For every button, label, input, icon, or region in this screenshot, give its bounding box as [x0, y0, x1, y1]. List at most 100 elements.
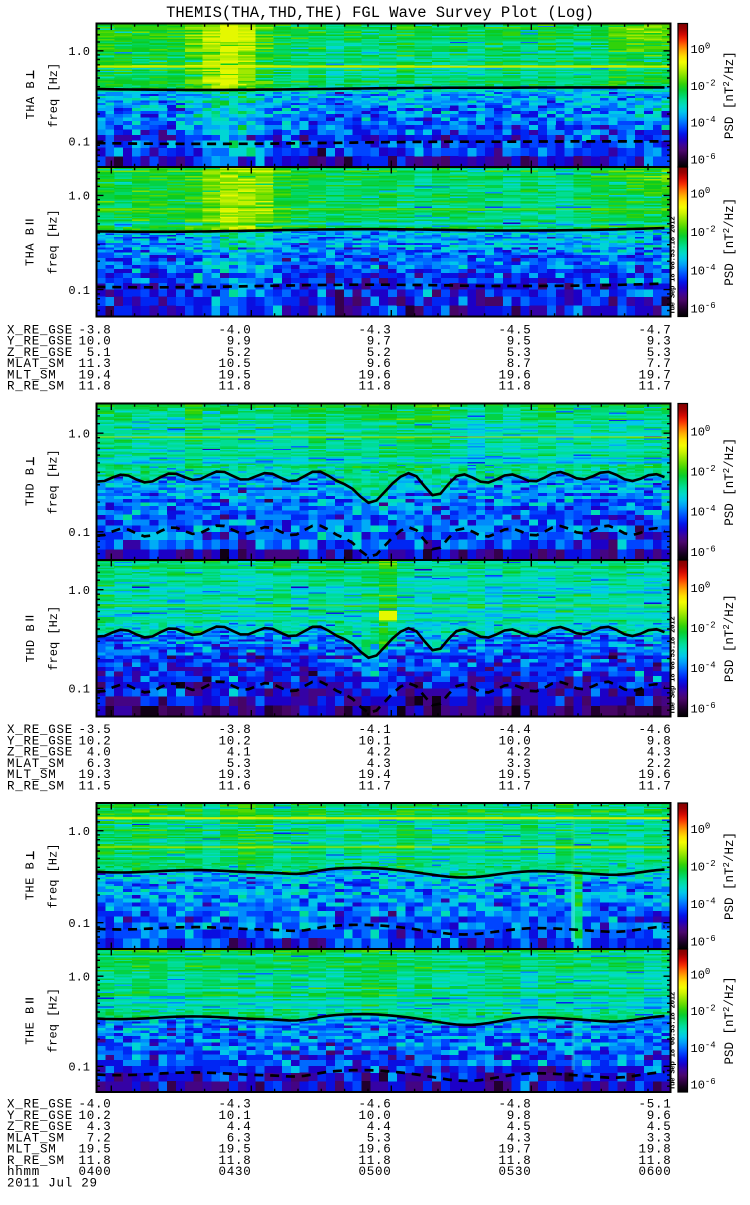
svg-text:4.5: 4.5: [647, 1120, 672, 1134]
svg-text:THD B: THD B: [24, 468, 38, 507]
svg-text:11.7: 11.7: [638, 780, 671, 794]
svg-text:X_RE_GSE: X_RE_GSE: [7, 1098, 73, 1112]
svg-text:11.8: 11.8: [638, 1154, 671, 1168]
svg-text:9.3: 9.3: [647, 335, 672, 349]
svg-text:3.3: 3.3: [507, 757, 532, 771]
svg-text:-4.1: -4.1: [358, 723, 391, 737]
svg-text:9.7: 9.7: [367, 335, 392, 349]
svg-text:0500: 0500: [358, 1165, 391, 1179]
svg-text:Z_RE_GSE: Z_RE_GSE: [7, 746, 73, 760]
svg-text:MLAT_SM: MLAT_SM: [7, 1132, 65, 1146]
svg-text:1.0: 1.0: [68, 970, 90, 984]
svg-text:MLAT_SM: MLAT_SM: [7, 357, 65, 371]
svg-text:freq [Hz]: freq [Hz]: [47, 988, 61, 1053]
svg-text:MLT_SM: MLT_SM: [7, 368, 57, 382]
svg-text:9.8: 9.8: [507, 1109, 532, 1123]
svg-text:0400: 0400: [78, 1165, 111, 1179]
svg-text:R_RE_SM: R_RE_SM: [7, 1154, 65, 1168]
svg-text:11.3: 11.3: [78, 357, 111, 371]
svg-text:4.3: 4.3: [647, 746, 672, 760]
svg-text:4.4: 4.4: [227, 1120, 252, 1134]
svg-text:11.8: 11.8: [358, 380, 391, 394]
svg-text:THEMIS(THA,THD,THE) FGL Wave S: THEMIS(THA,THD,THE) FGL Wave Survey Plot…: [166, 4, 594, 22]
svg-text:4.5: 4.5: [507, 1120, 532, 1134]
svg-text:THE B: THE B: [24, 1006, 38, 1045]
svg-text:9.6: 9.6: [647, 1109, 672, 1123]
svg-text:4.2: 4.2: [507, 746, 532, 760]
svg-text:PSD [nT2/Hz]: PSD [nT2/Hz]: [722, 51, 737, 139]
svg-text:4.3: 4.3: [507, 1132, 532, 1146]
svg-text:Tue Sep 18 08:53:18 2012: Tue Sep 18 08:53:18 2012: [670, 992, 678, 1090]
svg-text:PSD [nT2/Hz]: PSD [nT2/Hz]: [722, 594, 737, 682]
svg-text:9.8: 9.8: [647, 735, 672, 749]
svg-text:freq [Hz]: freq [Hz]: [47, 606, 61, 671]
svg-text:0.1: 0.1: [68, 284, 90, 298]
svg-text:0.1: 0.1: [68, 526, 90, 540]
svg-text:X_RE_GSE: X_RE_GSE: [7, 323, 73, 337]
svg-text:6.3: 6.3: [87, 757, 112, 771]
svg-text:10.2: 10.2: [218, 735, 251, 749]
svg-text:0530: 0530: [498, 1165, 531, 1179]
svg-text:freq [Hz]: freq [Hz]: [47, 844, 61, 909]
svg-text:THA B: THA B: [24, 81, 38, 120]
svg-text:19.3: 19.3: [78, 768, 111, 782]
svg-text:1.0: 1.0: [68, 45, 90, 59]
svg-text:-4.3: -4.3: [358, 323, 391, 337]
svg-text:10.0: 10.0: [78, 335, 111, 349]
svg-text:freq [Hz]: freq [Hz]: [47, 63, 61, 128]
svg-text:5.3: 5.3: [227, 757, 252, 771]
svg-text:10.5: 10.5: [218, 357, 251, 371]
svg-text:5.1: 5.1: [87, 346, 112, 360]
svg-text:19.5: 19.5: [218, 1143, 251, 1157]
svg-text:4.2: 4.2: [367, 746, 392, 760]
svg-text:7.2: 7.2: [87, 1132, 112, 1146]
svg-text:-5.1: -5.1: [638, 1098, 671, 1112]
svg-text:hhmm: hhmm: [7, 1165, 40, 1179]
svg-text:Y_RE_GSE: Y_RE_GSE: [7, 735, 73, 749]
svg-text:0600: 0600: [638, 1165, 671, 1179]
svg-text:3.3: 3.3: [647, 1132, 672, 1146]
svg-text:11.7: 11.7: [358, 780, 391, 794]
svg-text:1.0: 1.0: [68, 584, 90, 598]
svg-text:19.8: 19.8: [638, 1143, 671, 1157]
svg-text:-4.8: -4.8: [498, 1098, 531, 1112]
svg-text:-4.4: -4.4: [498, 723, 531, 737]
svg-text:19.6: 19.6: [358, 368, 391, 382]
svg-text:11.5: 11.5: [78, 780, 111, 794]
svg-text:11.8: 11.8: [358, 1154, 391, 1168]
svg-text:11.7: 11.7: [498, 780, 531, 794]
svg-text:11.6: 11.6: [218, 780, 251, 794]
svg-text:PSD [nT2/Hz]: PSD [nT2/Hz]: [722, 832, 737, 920]
svg-text:11.8: 11.8: [218, 380, 251, 394]
svg-text:-4.6: -4.6: [358, 1098, 391, 1112]
svg-text:5.3: 5.3: [367, 1132, 392, 1146]
svg-text:0.1: 0.1: [68, 135, 90, 149]
svg-text:9.9: 9.9: [227, 335, 252, 349]
svg-text:-4.5: -4.5: [498, 323, 531, 337]
svg-text:4.1: 4.1: [227, 746, 252, 760]
svg-text:freq [Hz]: freq [Hz]: [47, 209, 61, 274]
svg-text:19.5: 19.5: [218, 368, 251, 382]
svg-text:19.7: 19.7: [498, 1143, 531, 1157]
svg-text:19.4: 19.4: [78, 368, 111, 382]
svg-text:6.3: 6.3: [227, 1132, 252, 1146]
svg-text:7.7: 7.7: [647, 357, 672, 371]
svg-text:PSD [nT2/Hz]: PSD [nT2/Hz]: [722, 438, 737, 526]
svg-text:R_RE_SM: R_RE_SM: [7, 780, 65, 794]
svg-text:THD B: THD B: [24, 624, 38, 663]
svg-text:11.8: 11.8: [218, 1154, 251, 1168]
svg-text:19.5: 19.5: [78, 1143, 111, 1157]
svg-text:-3.8: -3.8: [218, 723, 251, 737]
svg-text:19.6: 19.6: [358, 1143, 391, 1157]
svg-text:R_RE_SM: R_RE_SM: [7, 380, 65, 394]
svg-text:10.1: 10.1: [358, 735, 391, 749]
svg-text:4.3: 4.3: [367, 757, 392, 771]
svg-text:Z_RE_GSE: Z_RE_GSE: [7, 346, 73, 360]
svg-text:Y_RE_GSE: Y_RE_GSE: [7, 335, 73, 349]
svg-text:-4.3: -4.3: [218, 1098, 251, 1112]
svg-text:Z_RE_GSE: Z_RE_GSE: [7, 1120, 73, 1134]
svg-text:THA B: THA B: [24, 228, 38, 267]
svg-text:1.0: 1.0: [68, 427, 90, 441]
svg-text:8.7: 8.7: [507, 357, 532, 371]
svg-text:2011 Jul 29: 2011 Jul 29: [7, 1177, 98, 1191]
